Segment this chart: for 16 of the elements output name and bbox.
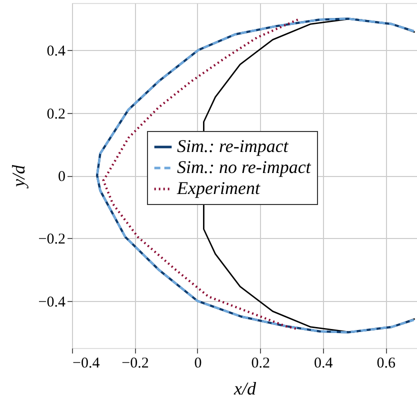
- x-tick-label: 0.6: [376, 356, 396, 372]
- x-tick-label: 0: [194, 356, 202, 372]
- legend-label: Experiment: [176, 178, 261, 198]
- x-tick-label: 0.2: [251, 356, 270, 372]
- x-tick-label: −0.4: [72, 356, 100, 372]
- x-tick-label: −0.2: [122, 356, 149, 372]
- y-tick-label: −0.2: [38, 232, 66, 248]
- x-axis-title: x/d: [233, 378, 257, 398]
- y-tick-label: 0: [58, 169, 66, 185]
- y-tick-label: 0.2: [46, 106, 66, 122]
- x-tick-label: 0.4: [314, 356, 334, 372]
- legend-label: Sim.: no re-impact: [177, 157, 312, 177]
- y-tick-label: −0.4: [38, 294, 66, 310]
- legend-label: Sim.: re-impact: [177, 136, 290, 156]
- y-tick-label: 0.4: [46, 44, 66, 60]
- y-axis-title: y/d: [8, 164, 28, 189]
